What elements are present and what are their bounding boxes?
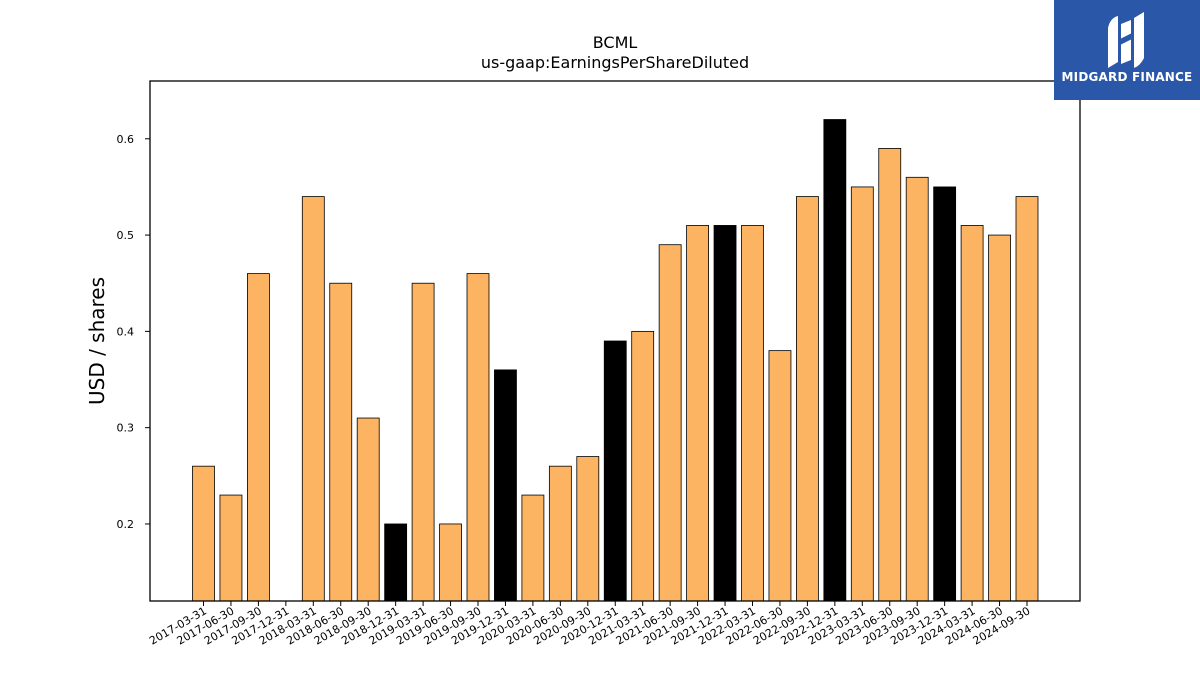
bar-2020-12-31 — [603, 340, 627, 602]
bar-2022-09-30 — [796, 196, 819, 602]
bar-2017-09-30 — [246, 273, 270, 602]
bar-2018-09-30 — [356, 417, 380, 602]
bar-2023-06-30 — [878, 148, 902, 602]
bar-2017-03-31 — [192, 465, 215, 602]
bar-2023-09-30 — [905, 176, 929, 602]
chart-subtitle: us-gaap:EarningsPerShareDiluted — [481, 53, 749, 72]
plot-frame — [149, 80, 1081, 602]
bar-2021-03-31 — [631, 330, 655, 602]
bar-2022-06-30 — [768, 350, 792, 602]
bar-2020-06-30 — [548, 465, 572, 602]
x-ticks-group: 2017-03-312017-06-302017-09-302017-12-31… — [147, 601, 1033, 648]
y-ticks-group: 0.2 0.3 0.4 0.5 0.6 — [117, 133, 150, 531]
brand-logo: MIDGARD FINANCE — [1054, 0, 1200, 100]
bar-2019-03-31 — [411, 282, 435, 602]
y-axis-label: USD / shares — [85, 277, 109, 405]
bars-group — [192, 119, 1039, 602]
bar-2024-06-30 — [988, 234, 1011, 602]
bar-2019-06-30 — [439, 523, 462, 602]
bar-2018-03-31 — [301, 196, 325, 602]
bar-2021-09-30 — [686, 225, 709, 602]
bar-2017-06-30 — [219, 494, 243, 602]
bar-2019-12-31 — [494, 369, 517, 602]
bar-2024-03-31 — [960, 225, 984, 602]
y-tick-label: 0.5 — [117, 229, 135, 242]
bar-2022-03-31 — [741, 225, 764, 602]
brand-name: MIDGARD FINANCE — [1061, 70, 1193, 84]
bar-2020-09-30 — [576, 456, 600, 602]
y-tick-label: 0.3 — [117, 422, 135, 435]
bar-2020-03-31 — [521, 494, 545, 602]
chart-title: BCML — [593, 33, 638, 52]
logo-mark-icon — [1108, 12, 1144, 68]
y-tick-label: 0.2 — [117, 518, 135, 531]
y-tick-label: 0.6 — [117, 133, 135, 146]
bar-2023-03-31 — [850, 186, 874, 602]
bar-2021-06-30 — [658, 244, 682, 602]
bar-2022-12-31 — [823, 119, 847, 602]
bar-2024-09-30 — [1015, 196, 1039, 602]
bar-2018-12-31 — [384, 523, 408, 602]
bar-2023-12-31 — [933, 186, 957, 602]
y-tick-label: 0.4 — [117, 325, 135, 338]
bar-2019-09-30 — [466, 273, 490, 602]
bar-2018-06-30 — [329, 282, 353, 602]
bar-2021-12-31 — [713, 225, 737, 602]
